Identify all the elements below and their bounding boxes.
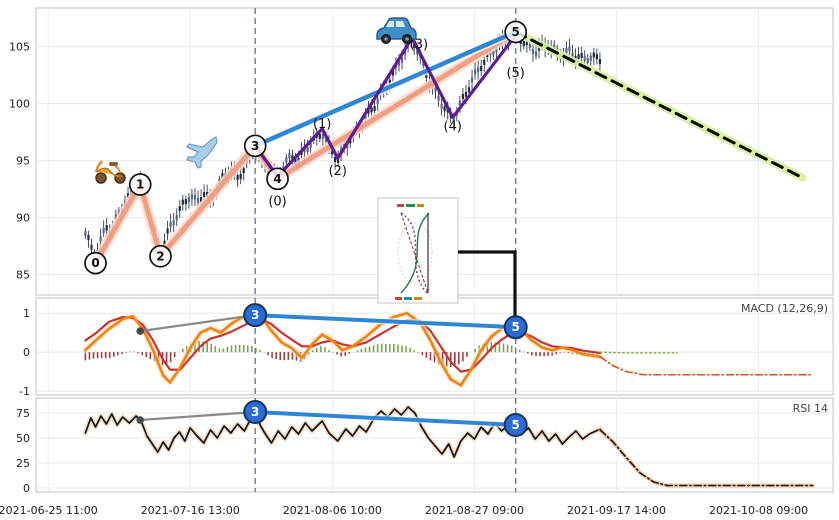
- wave-circle-5[interactable]: [504, 20, 528, 44]
- subwave-label: (3): [410, 37, 428, 52]
- wave-circle-number: 1: [136, 178, 144, 192]
- inset-mini-chart[interactable]: [377, 197, 517, 324]
- rsi-circle-5[interactable]: [503, 413, 528, 437]
- price-tick-label: 95: [16, 155, 30, 168]
- macd-circle-3[interactable]: [243, 303, 268, 328]
- x-tick-label: 2021-06-25 11:00: [0, 504, 98, 517]
- macd-circle-number: 5: [512, 320, 520, 334]
- price-tick-label: 85: [16, 269, 30, 282]
- gray-connector-dot: [136, 327, 144, 335]
- rsi-circle-number: 3: [251, 405, 259, 419]
- wave-circle-number: 0: [91, 256, 99, 270]
- subwave-label: (1): [313, 117, 331, 132]
- rsi-label: RSI 14: [793, 402, 828, 415]
- wave-circle-number: 4: [273, 172, 281, 186]
- macd-forecast-zero-line: [599, 351, 679, 354]
- macd-histogram: [84, 341, 598, 368]
- subwave-label: (4): [444, 119, 462, 134]
- wave-circles: 0 1 2 3 4 5 3 5 3 5: [84, 20, 528, 437]
- rsi-circle-3[interactable]: [243, 400, 268, 424]
- rsi-tick-label: 50: [16, 432, 30, 445]
- projection-line[interactable]: [514, 30, 805, 180]
- gray-connector-line[interactable]: [139, 410, 257, 422]
- wave-circle-0[interactable]: [84, 251, 107, 275]
- macd-tick-label: 1: [23, 307, 30, 320]
- rsi-forecast-line: [599, 429, 814, 487]
- macd-label: MACD (12,26,9): [741, 302, 828, 315]
- x-tick-label: 2021-09-17 14:00: [567, 504, 666, 517]
- macd-circle-5[interactable]: [503, 315, 528, 340]
- rsi-tick-label: 25: [16, 457, 30, 470]
- rsi-tick-label: 0: [23, 482, 30, 495]
- blue-trendline[interactable]: [252, 29, 518, 149]
- x-tick-label: 2021-08-06 10:00: [283, 504, 382, 517]
- rsi-circle-number: 5: [512, 418, 520, 432]
- blue-connector-line[interactable]: [253, 410, 518, 427]
- macd-forecast-line: [599, 356, 814, 376]
- wave-circle-1[interactable]: [128, 173, 152, 196]
- airplane-icon[interactable]: [186, 136, 218, 169]
- wave-annotations: (0) (1) (2) (3) (4) (5): [90, 26, 807, 429]
- price-tick-label: 90: [16, 212, 30, 225]
- macd-circle-number: 3: [251, 308, 259, 322]
- scooter-icon[interactable]: [94, 160, 126, 184]
- gray-connector-line[interactable]: [139, 314, 257, 333]
- macd-tick-label: -1: [19, 385, 30, 398]
- car-icon[interactable]: [376, 17, 417, 44]
- subwave-label: (0): [268, 195, 286, 210]
- wave-circle-number: 3: [251, 139, 259, 153]
- wave-circle-number: 2: [156, 249, 164, 263]
- x-tick-label: 2021-07-16 13:00: [141, 504, 240, 517]
- x-tick-label: 2021-10-08 09:00: [709, 504, 808, 517]
- subwave-label: (2): [329, 164, 347, 179]
- gray-connector-dot: [136, 416, 144, 424]
- price-tick-label: 105: [9, 41, 30, 54]
- subwave-label: (5): [506, 66, 524, 81]
- impulse-trendline[interactable]: [93, 29, 519, 266]
- wave-circle-4[interactable]: [266, 167, 289, 191]
- inset-callout-line: [458, 250, 517, 324]
- wave-circle-number: 5: [512, 25, 520, 39]
- x-tick-label: 2021-08-27 09:00: [425, 504, 524, 517]
- blue-connector-line[interactable]: [253, 313, 518, 330]
- rsi-tick-label: 75: [16, 407, 30, 420]
- inset-frame: [377, 197, 459, 304]
- wave-circle-3[interactable]: [243, 134, 267, 158]
- wave-circle-2[interactable]: [149, 244, 172, 268]
- macd-tick-label: 0: [23, 346, 30, 359]
- price-tick-label: 100: [9, 98, 30, 111]
